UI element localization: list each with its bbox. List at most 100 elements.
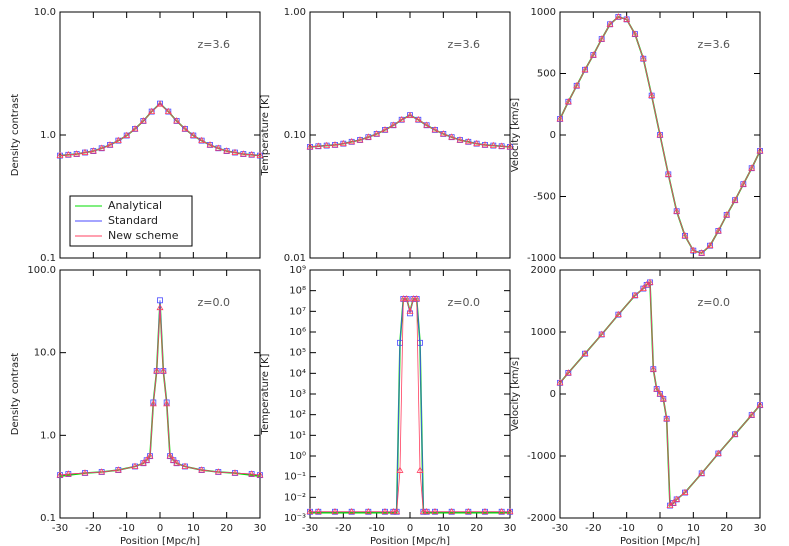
y-axis-label: Density contrast	[10, 353, 21, 436]
marker	[698, 469, 706, 476]
y-tick-label: 10⁶	[289, 327, 306, 338]
annotation: z=3.6	[698, 38, 730, 51]
marker	[163, 400, 171, 407]
marker	[598, 35, 606, 42]
marker	[564, 97, 572, 105]
marker	[589, 51, 597, 58]
y-axis-label: Temperature [K]	[260, 353, 271, 435]
plot-frame	[309, 269, 511, 519]
y-tick-label: 0.10	[284, 130, 306, 141]
y-tick-label: 10.0	[34, 348, 56, 359]
series-line	[559, 16, 761, 254]
marker	[614, 13, 622, 20]
marker	[149, 400, 157, 407]
marker	[656, 131, 664, 138]
marker	[114, 466, 122, 473]
marker	[506, 507, 514, 515]
y-tick-label: -500	[533, 192, 556, 203]
marker	[396, 466, 404, 473]
marker	[248, 151, 256, 158]
marker	[623, 15, 631, 22]
annotation: z=3.6	[448, 38, 480, 51]
y-tick-label: 10⁷	[289, 306, 306, 317]
marker	[639, 54, 647, 62]
x-tick-label: 30	[504, 523, 517, 534]
marker	[406, 307, 414, 314]
marker	[373, 130, 381, 137]
marker	[748, 411, 756, 418]
marker	[306, 507, 314, 515]
marker	[748, 164, 756, 171]
marker	[381, 507, 389, 515]
annotation: z=0.0	[448, 296, 480, 309]
series-line	[310, 298, 510, 513]
marker	[756, 147, 764, 154]
marker	[181, 462, 189, 469]
marker	[381, 126, 389, 133]
marker	[646, 278, 654, 285]
marker	[389, 121, 397, 128]
y-tick-label: 0.1	[40, 513, 56, 524]
series-line	[59, 307, 261, 476]
y-tick-label: 10⁻¹	[284, 472, 306, 483]
marker	[723, 211, 731, 218]
y-tick-label: 1.0	[40, 130, 56, 141]
marker	[364, 133, 372, 140]
series-line	[59, 103, 261, 156]
marker	[689, 246, 697, 254]
marker	[166, 452, 174, 459]
y-tick-label: 10³	[289, 389, 306, 400]
y-tick-label: 0	[550, 389, 556, 400]
y-axis-label: Velocity [km/s]	[510, 357, 521, 431]
plot-frame	[309, 11, 511, 259]
x-tick-label: -30	[552, 523, 568, 534]
marker	[456, 136, 464, 143]
marker	[98, 144, 106, 151]
y-tick-label: 1000	[531, 327, 556, 338]
x-tick-label: 0	[657, 523, 663, 534]
y-tick-label: -1000	[527, 451, 556, 462]
marker	[431, 507, 439, 515]
marker	[681, 488, 689, 495]
y-tick-label: 10⁴	[289, 368, 306, 379]
marker	[156, 100, 164, 107]
marker	[681, 232, 689, 239]
marker	[606, 20, 614, 27]
marker	[106, 141, 114, 148]
marker	[239, 150, 247, 157]
marker	[206, 141, 214, 148]
marker	[339, 139, 347, 147]
marker	[143, 456, 151, 463]
x-tick-label: 10	[437, 523, 450, 534]
annotation: z=0.0	[198, 296, 230, 309]
marker	[81, 469, 89, 476]
y-tick-label: -1000	[527, 253, 556, 264]
marker	[214, 144, 222, 151]
marker	[473, 139, 481, 147]
x-tick-label: 0	[157, 523, 163, 534]
marker	[614, 310, 622, 318]
y-axis-label: Velocity [km/s]	[510, 98, 521, 172]
y-tick-label: -2000	[527, 513, 556, 524]
marker	[419, 507, 427, 515]
y-tick-label: 0.01	[284, 253, 306, 264]
x-axis-label: Position [Mpc/h]	[370, 536, 450, 546]
marker	[581, 65, 589, 73]
x-tick-label: -10	[618, 523, 634, 534]
marker	[653, 385, 661, 392]
series-line	[59, 300, 261, 476]
marker	[198, 466, 206, 473]
marker	[89, 147, 97, 154]
marker	[139, 117, 147, 124]
marker	[431, 126, 439, 133]
marker	[198, 136, 206, 144]
marker	[448, 133, 456, 140]
x-axis-label: Position [Mpc/h]	[120, 536, 200, 546]
x-tick-label: 20	[470, 523, 483, 534]
marker	[406, 111, 414, 118]
marker	[181, 125, 189, 132]
marker	[164, 107, 172, 114]
x-tick-label: -20	[85, 523, 101, 534]
y-tick-label: 10⁻²	[284, 492, 306, 503]
